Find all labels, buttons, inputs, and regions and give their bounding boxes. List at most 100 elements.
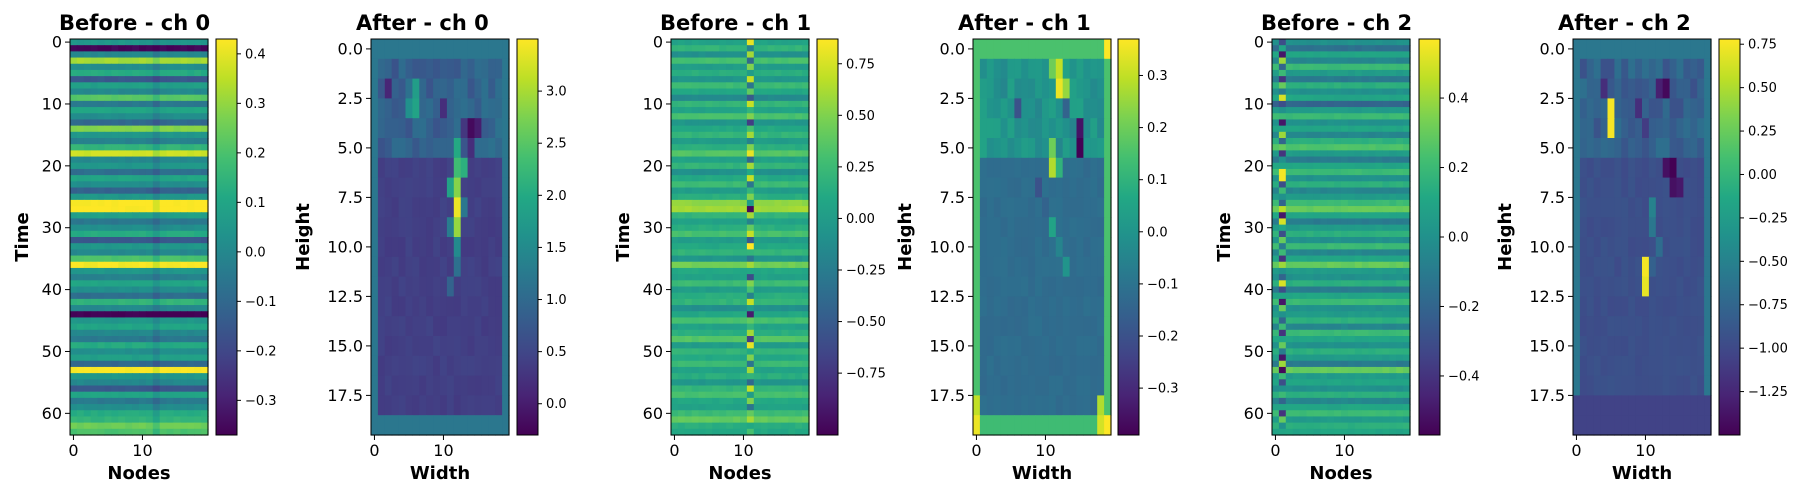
- heatmap-cell: [1272, 329, 1280, 337]
- heatmap-cell: [1341, 292, 1349, 300]
- heatmap-cell: [753, 348, 762, 356]
- heatmap-cell: [173, 366, 181, 374]
- heatmap-cell: [1396, 379, 1404, 387]
- heatmap-cell: [83, 131, 92, 139]
- heatmap-cell: [1347, 131, 1356, 139]
- heatmap-cell: [719, 261, 727, 269]
- x-axis-label: Nodes: [1309, 463, 1372, 484]
- heatmap-cell: [97, 391, 106, 399]
- heatmap-cell: [1083, 395, 1091, 416]
- heatmap-cell: [495, 276, 503, 297]
- heatmap-cell: [1278, 51, 1287, 59]
- heatmap-cell: [1334, 286, 1342, 294]
- heatmap-cell: [1403, 113, 1411, 121]
- heatmap-cell: [201, 156, 209, 164]
- heatmap-cell: [166, 88, 175, 96]
- heatmap-cell: [1354, 224, 1363, 232]
- heatmap-cell: [1361, 88, 1370, 96]
- heatmap-cell: [781, 329, 789, 337]
- heatmap-cell: [767, 218, 776, 226]
- x-tick-label: 10: [733, 441, 753, 460]
- heatmap-cell: [1347, 391, 1356, 399]
- heatmap-cell: [671, 274, 679, 281]
- heatmap-cell: [712, 45, 720, 52]
- heatmap-cell: [1579, 58, 1588, 80]
- heatmap-cell: [1403, 261, 1411, 269]
- heatmap-cell: [740, 206, 748, 213]
- heatmap-cell: [1313, 336, 1321, 343]
- heatmap-cell: [159, 385, 168, 393]
- heatmap-cell: [1334, 69, 1342, 77]
- heatmap-cell: [97, 305, 106, 312]
- heatmap-cell: [795, 373, 803, 380]
- heatmap-cell: [1292, 82, 1301, 90]
- heatmap-cell: [719, 125, 727, 133]
- heatmap-cell: [90, 360, 99, 368]
- heatmap-cell: [1069, 197, 1078, 218]
- heatmap-cell: [767, 175, 776, 182]
- heatmap-cell: [1320, 199, 1328, 207]
- heatmap-cell: [698, 280, 707, 288]
- heatmap-cell: [740, 119, 748, 127]
- colorbar-tick-label: 2.5: [546, 137, 567, 152]
- heatmap-cell: [795, 298, 803, 306]
- heatmap-cell: [1396, 385, 1404, 393]
- heatmap-cell: [1292, 193, 1301, 201]
- heatmap-cell: [1614, 157, 1622, 179]
- heatmap-cell: [125, 391, 133, 399]
- heatmap-cell: [1320, 230, 1328, 238]
- heatmap-cell: [1389, 131, 1397, 139]
- heatmap-cell: [90, 119, 99, 127]
- heatmap-cell: [83, 410, 92, 418]
- heatmap-cell: [132, 360, 140, 368]
- heatmap-cell: [1285, 255, 1294, 263]
- heatmap-cell: [740, 416, 748, 424]
- heatmap-cell: [788, 323, 796, 331]
- heatmap-cell: [1347, 162, 1356, 170]
- heatmap-cell: [1334, 354, 1342, 362]
- heatmap-cell: [412, 336, 420, 357]
- heatmap-cell: [767, 298, 776, 306]
- heatmap-cell: [166, 298, 175, 306]
- heatmap-cell: [166, 162, 175, 170]
- heatmap-cell: [698, 323, 707, 331]
- x-tick-label: 0: [1270, 441, 1280, 460]
- heatmap-cell: [684, 212, 693, 220]
- heatmap-cell: [1341, 63, 1349, 71]
- heatmap-cell: [111, 410, 119, 418]
- heatmap-cell: [90, 212, 99, 220]
- heatmap-cell: [1306, 224, 1314, 232]
- heatmap-cell: [1642, 138, 1650, 159]
- heatmap-cell: [979, 256, 988, 278]
- x-tick-label: 0: [369, 441, 379, 460]
- heatmap-cell: [111, 162, 119, 170]
- heatmap-cell: [139, 237, 147, 244]
- heatmap-cell: [1375, 131, 1383, 139]
- heatmap-cell: [1292, 181, 1301, 189]
- heatmap-cell: [1285, 63, 1294, 71]
- heatmap-cell: [180, 162, 188, 170]
- heatmap-cell: [83, 348, 92, 356]
- heatmap-cell: [705, 329, 713, 337]
- heatmap-cell: [1375, 39, 1383, 46]
- heatmap-cell: [187, 416, 195, 424]
- heatmap-cell: [1104, 256, 1112, 278]
- heatmap-cell: [1007, 336, 1015, 357]
- heatmap-cell: [671, 292, 679, 300]
- heatmap-cell: [1014, 157, 1022, 179]
- heatmap-cell: [132, 218, 140, 226]
- heatmap-cell: [467, 336, 476, 357]
- heatmap-cell: [1285, 69, 1294, 77]
- heatmap-cell: [1403, 267, 1411, 275]
- heatmap-cell: [132, 416, 140, 424]
- heatmap-cell: [774, 416, 782, 424]
- heatmap-cell: [712, 267, 720, 275]
- heatmap-cell: [1083, 177, 1091, 198]
- heatmap-cell: [767, 156, 776, 164]
- heatmap-cell: [781, 113, 789, 121]
- heatmap-cell: [677, 410, 686, 418]
- heatmap-cell: [677, 100, 686, 108]
- heatmap-cell: [145, 162, 154, 170]
- heatmap-cell: [788, 410, 796, 418]
- heatmap-cell: [166, 360, 175, 368]
